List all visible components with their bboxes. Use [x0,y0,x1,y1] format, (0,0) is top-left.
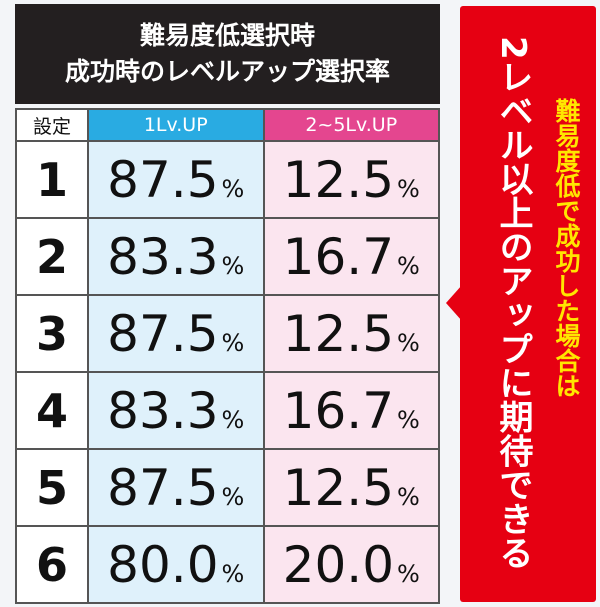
table-row: 4 83.3% 16.7% [15,371,440,450]
setting-cell: 5 [15,448,89,527]
rate-cell: 16.7% [262,371,440,450]
rate-cell: 80.0% [87,525,265,604]
rate-unit: % [397,559,420,588]
setting-cell: 3 [15,294,89,373]
setting-cell: 1 [15,140,89,219]
title-line: 成功時のレベルアップ選択率 [64,57,390,86]
title-line: 難易度低選択時 [139,21,315,50]
rate-value: 20.0 [282,535,394,594]
rate-value: 87.5 [107,458,219,517]
rate: 87.5% [89,459,263,517]
callout-pointer [446,285,462,321]
rate-table: 設定 1Lv.UP 2~5Lv.UP 1 87.5% 12.5% 2 83.3% 16.7% 3 8… [15,108,440,604]
rate: 83.3% [89,228,263,286]
rate-unit: % [397,174,420,203]
rate-value: 83.3 [107,381,219,440]
rate-value: 83.3 [107,227,219,286]
rate-cell: 87.5% [87,448,265,527]
table-row: 5 87.5% 12.5% [15,448,440,527]
table-row: 2 83.3% 16.7% [15,217,440,296]
rate-value: 12.5 [282,458,394,517]
column-header: 2~5Lv.UP [262,108,440,142]
rate-value: 16.7 [282,227,394,286]
rate-cell: 12.5% [262,448,440,527]
rate-cell: 87.5% [87,294,265,373]
rate: 16.7% [265,228,439,286]
rate-value: 87.5 [107,304,219,363]
setting-cell: 2 [15,217,89,296]
header-row: 設定 1Lv.UP 2~5Lv.UP [15,108,440,142]
rate-unit: % [221,482,245,511]
table-row: 6 80.0% 20.0% [15,525,440,604]
rate: 20.0% [265,536,439,594]
rate-unit: % [397,405,420,434]
callout-line: 2レベル以上のアップに期待できる [493,36,533,570]
rate-unit: % [221,328,245,357]
rate-unit: % [221,559,245,588]
rate-unit: % [397,251,420,280]
rate-value: 16.7 [282,381,394,440]
rate-cell: 87.5% [87,140,265,219]
column-header: 設定 [15,108,89,142]
rate: 80.0% [89,536,263,594]
setting-cell: 4 [15,371,89,450]
rate-cell: 20.0% [262,525,440,604]
table-row: 1 87.5% 12.5% [15,140,440,219]
rate-unit: % [221,251,245,280]
rate-unit: % [397,482,420,511]
rate-cell: 16.7% [262,217,440,296]
rate-value: 80.0 [107,535,219,594]
rate-value: 12.5 [282,150,394,209]
rate-cell: 12.5% [262,140,440,219]
rate: 83.3% [89,382,263,440]
callout-line: 難易度低で成功した場合は [552,98,581,398]
rate: 87.5% [89,305,263,363]
rate: 12.5% [265,151,439,209]
rate: 16.7% [265,382,439,440]
setting-cell: 6 [15,525,89,604]
rate-cell: 83.3% [87,371,265,450]
rate-unit: % [221,174,245,203]
title-bar: 難易度低選択時成功時のレベルアップ選択率 [15,4,440,104]
rate: 12.5% [265,305,439,363]
rate-cell: 83.3% [87,217,265,296]
rate-cell: 12.5% [262,294,440,373]
rate-unit: % [221,405,245,434]
rate-unit: % [397,328,420,357]
rate: 87.5% [89,151,263,209]
rate-value: 87.5 [107,150,219,209]
column-header: 1Lv.UP [87,108,265,142]
callout: 難易度低で成功した場合は 2レベル以上のアップに期待できる [460,6,596,602]
rate-value: 12.5 [282,304,394,363]
table-row: 3 87.5% 12.5% [15,294,440,373]
rate: 12.5% [265,459,439,517]
